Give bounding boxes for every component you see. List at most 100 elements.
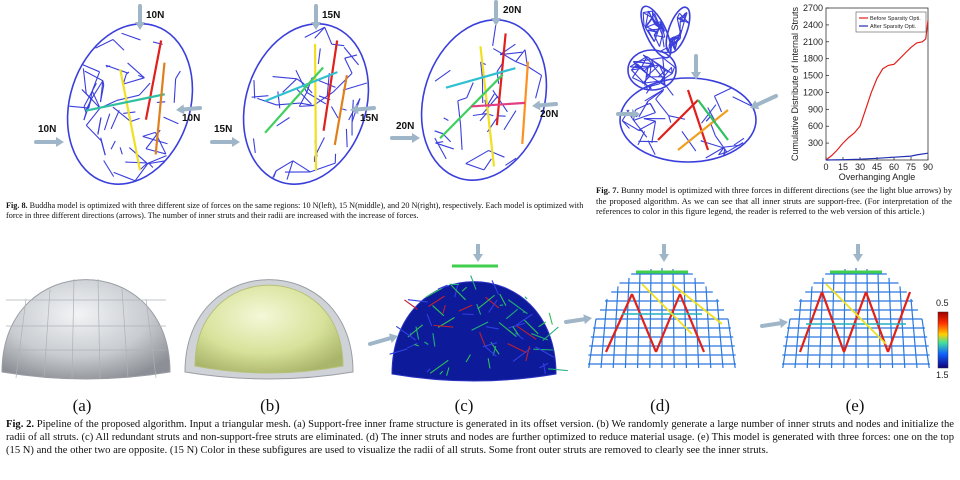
- buddha3-right-arrow: [532, 100, 558, 111]
- dome-inner-strut: [678, 293, 706, 353]
- dome-c-strut: [477, 294, 495, 310]
- x-tick-label: 0: [823, 162, 828, 172]
- buddha2-left-arrow: [210, 137, 240, 147]
- x-tick-label: 75: [906, 162, 916, 172]
- bunny-left-arrow: [616, 109, 640, 119]
- dome-e-top-arrow: [853, 244, 863, 262]
- buddha-wireframe-3: [420, 19, 548, 181]
- dome-a-surface: [1, 279, 171, 380]
- buddha3-right-force-label: 20N: [540, 109, 559, 120]
- dome-rib-strut: [794, 298, 802, 369]
- dome-c-strut: [439, 370, 444, 375]
- dome-e-force-frame: [782, 268, 930, 369]
- legend-label-2: After Sparsity Opti.: [870, 24, 917, 30]
- y-tick-label: 600: [808, 121, 823, 131]
- figure7-caption: Fig. 7. Bunny model is optimized with th…: [596, 185, 952, 217]
- chart-legend: Before Sparsity Opti. After Sparsity Opti…: [855, 11, 927, 33]
- dome-c-top-arrow: [473, 244, 483, 262]
- dome-d-top-arrow: [659, 244, 669, 262]
- buddha1-top-arrow: [135, 4, 145, 30]
- dome-c-strut: [522, 311, 525, 314]
- dome-c-strut: [407, 324, 423, 338]
- dome-c-strut: [523, 318, 539, 335]
- dome-a-facet: [121, 288, 129, 379]
- x-tick-label: 45: [872, 162, 882, 172]
- bunny-ear-right-wireframe: [665, 6, 691, 54]
- buddha3-left-arrow: [390, 133, 420, 143]
- dome-rib-strut: [588, 318, 597, 369]
- chart-plot-area: [825, 7, 929, 161]
- y-tick-label: 1800: [803, 54, 823, 64]
- dome-c-strut: [426, 313, 433, 327]
- dome-c-strut: [426, 368, 431, 373]
- buddha2-right-force-label: 15N: [360, 113, 379, 124]
- dome-c-strut: [442, 304, 446, 314]
- dome-inner-strut: [825, 283, 887, 345]
- figure2-caption-label: Fig. 2.: [6, 419, 35, 430]
- dome-c-strut: [491, 280, 500, 295]
- dome-inner-strut: [798, 291, 824, 353]
- y-axis-label: Cumulative Distribute of Internal Struts: [790, 6, 800, 161]
- y-tick-label: 1200: [803, 87, 823, 97]
- dome-inner-strut: [630, 293, 658, 353]
- dome-rib-strut: [683, 272, 687, 369]
- buddha2-right-arrow: [350, 104, 376, 115]
- buddha3-top-arrow: [491, 0, 501, 26]
- y-tick-label: 2100: [803, 37, 823, 47]
- bunny-head-wireframe: [627, 49, 677, 91]
- dome-c-strut: [542, 326, 559, 341]
- dome-rib-strut: [649, 269, 652, 369]
- buddha1-left-arrow: [34, 137, 64, 147]
- x-tick-label: 30: [855, 162, 865, 172]
- dome-c-strut: [432, 333, 436, 347]
- dome-c-strut: [389, 348, 408, 355]
- buddha1-left-force-label: 10N: [38, 124, 57, 135]
- dome-c-strut: [476, 303, 482, 315]
- dome-c-strut: [548, 368, 568, 372]
- dome-c-strut: [538, 321, 547, 328]
- dome-c-strut: [446, 367, 450, 376]
- pipeline-figure: 0.5 1.5: [1, 244, 949, 382]
- dome-rib-strut: [705, 286, 712, 369]
- dome-c-strut: [508, 322, 525, 329]
- dome-c-strut: [407, 342, 418, 349]
- dome-c-strut: [437, 284, 448, 290]
- dome-a-input-mesh: [1, 278, 171, 380]
- y-tick-label: 2400: [803, 20, 823, 30]
- dome-c-strut: [432, 305, 445, 317]
- dome-c-side-arrow: [368, 333, 398, 346]
- series-line-1: [825, 20, 929, 161]
- bunny-ear-left-wireframe: [640, 5, 672, 59]
- dome-c-strut: [465, 354, 471, 363]
- dome-d-optimized-frame: [588, 268, 736, 369]
- dome-c-strut: [516, 313, 533, 326]
- dome-c-strut: [533, 348, 554, 351]
- y-tick-label: 1500: [803, 71, 823, 81]
- series-line-2: [825, 152, 929, 161]
- dome-c-strut: [535, 346, 554, 358]
- dome-inner-strut: [641, 283, 693, 335]
- dome-c-strut: [485, 296, 500, 309]
- dome-c-strut: [484, 345, 497, 357]
- dome-a-facet: [97, 278, 101, 379]
- bunny-body-wireframe: [619, 77, 757, 163]
- dome-rib-strut: [866, 269, 869, 369]
- dome-a-facet: [145, 298, 157, 379]
- dome-a-facet: [71, 278, 75, 379]
- dome-c-strut: [507, 299, 528, 315]
- dome-a-facet: [43, 288, 51, 379]
- figure8-caption-label: Fig. 8.: [6, 201, 28, 210]
- buddha-wireframe-1: [66, 23, 194, 185]
- dome-c-strut: [450, 285, 466, 301]
- buddha-wireframe-2: [242, 23, 370, 185]
- dome-c-strut: [433, 324, 454, 328]
- dome-c-strut: [531, 333, 548, 341]
- colorbar-bottom-label: 1.5: [936, 370, 949, 380]
- dome-c-strut: [407, 299, 428, 303]
- dome-inner-strut: [654, 293, 682, 353]
- dome-rib-strut: [782, 318, 791, 369]
- figure7-caption-label: Fig. 7.: [596, 185, 619, 195]
- x-tick-label: 90: [923, 162, 933, 172]
- dome-rib-strut: [888, 277, 894, 369]
- dome-c-strut: [487, 358, 491, 369]
